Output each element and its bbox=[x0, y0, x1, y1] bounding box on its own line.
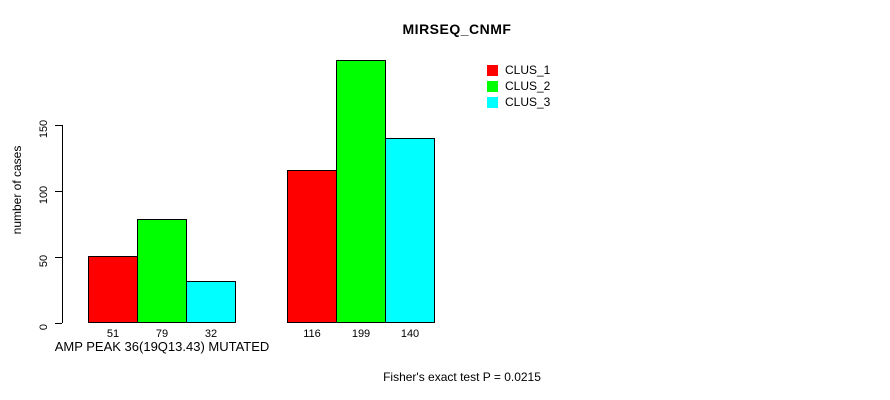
category-label: AMP PEAK 36(19Q13.43) MUTATED bbox=[54, 339, 270, 354]
bar-value-label: 199 bbox=[351, 328, 371, 340]
y-tick-mark bbox=[55, 323, 62, 324]
legend-entry-label: CLUS_1 bbox=[505, 63, 551, 77]
y-axis-title: number of cases bbox=[10, 145, 24, 235]
bar-clus_2-group2 bbox=[336, 60, 386, 323]
bar-value-label: 32 bbox=[204, 328, 218, 340]
y-axis-line bbox=[62, 125, 63, 323]
legend-entry: CLUS_1 bbox=[487, 62, 550, 78]
chart-title: MIRSEQ_CNMF bbox=[402, 21, 512, 37]
legend: CLUS_1 CLUS_2 CLUS_3 bbox=[487, 62, 550, 110]
y-tick-mark bbox=[55, 191, 62, 192]
bar-clus_3-group2 bbox=[385, 138, 435, 323]
legend-swatch-clus_1 bbox=[487, 64, 498, 76]
stats-annotation: Fisher's exact test P = 0.0215 bbox=[383, 370, 541, 384]
legend-entry: CLUS_2 bbox=[487, 78, 550, 94]
y-tick-label: 150 bbox=[38, 119, 50, 139]
bar-clus_1-group2 bbox=[287, 170, 337, 323]
y-tick-mark bbox=[55, 125, 62, 126]
y-tick-mark bbox=[55, 257, 62, 258]
bar-value-label: 79 bbox=[155, 328, 169, 340]
legend-entry-label: CLUS_3 bbox=[505, 95, 551, 109]
y-tick-label: 50 bbox=[38, 254, 50, 268]
bar-value-label: 51 bbox=[106, 328, 120, 340]
bar-value-label: 116 bbox=[303, 328, 321, 340]
bar-clus_3-group1 bbox=[186, 281, 236, 323]
bar-value-label: 140 bbox=[400, 328, 420, 340]
bar-clus_1-group1 bbox=[88, 256, 138, 323]
y-tick-label: 100 bbox=[38, 185, 50, 205]
y-tick-label: 0 bbox=[38, 323, 50, 331]
bar-clus_2-group1 bbox=[137, 219, 187, 323]
legend-entry-label: CLUS_2 bbox=[505, 79, 551, 93]
legend-swatch-clus_2 bbox=[487, 80, 498, 92]
legend-entry: CLUS_3 bbox=[487, 94, 550, 110]
legend-swatch-clus_3 bbox=[487, 96, 498, 108]
